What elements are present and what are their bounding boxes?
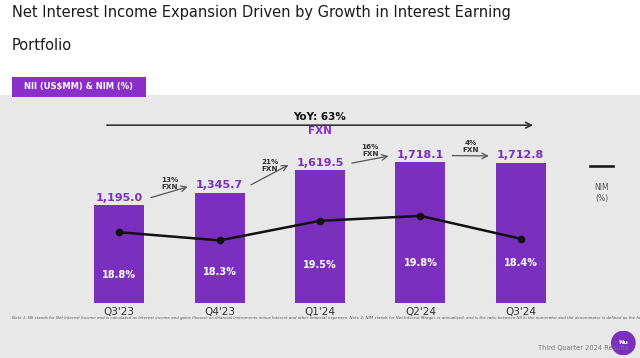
Text: 19.5%: 19.5%: [303, 261, 337, 270]
Text: 18.3%: 18.3%: [203, 267, 237, 277]
Text: 1,195.0: 1,195.0: [95, 193, 143, 203]
Text: 1,712.8: 1,712.8: [497, 150, 545, 160]
Text: 1,619.5: 1,619.5: [296, 158, 344, 168]
Text: NIM
(%): NIM (%): [595, 183, 609, 203]
Text: 1,345.7: 1,345.7: [196, 180, 243, 190]
Text: 13%
FXN: 13% FXN: [161, 177, 178, 190]
Text: Note 1: NII stands for Net Interest Income and is calculated as Interest income : Note 1: NII stands for Net Interest Inco…: [12, 316, 640, 320]
Bar: [496, 163, 546, 303]
Bar: [295, 170, 345, 303]
Text: 21%
FXN: 21% FXN: [261, 159, 278, 172]
Text: Portfolio: Portfolio: [12, 38, 72, 53]
Text: 1,718.1: 1,718.1: [397, 150, 444, 160]
Text: FXN: FXN: [308, 126, 332, 136]
Text: Net Interest Income Expansion Driven by Growth in Interest Earning: Net Interest Income Expansion Driven by …: [12, 5, 510, 20]
Text: 4%
FXN: 4% FXN: [462, 140, 479, 153]
Text: 18.4%: 18.4%: [504, 258, 538, 268]
Text: Third Quarter 2024 Results: Third Quarter 2024 Results: [538, 345, 628, 351]
Text: 18.8%: 18.8%: [102, 270, 136, 280]
Text: NII (US$MM) & NIM (%): NII (US$MM) & NIM (%): [24, 82, 133, 91]
Circle shape: [612, 331, 635, 355]
Text: Nu: Nu: [618, 340, 628, 345]
Bar: [396, 162, 445, 303]
Bar: [94, 205, 144, 303]
Text: 16%
FXN: 16% FXN: [362, 144, 379, 157]
Bar: [195, 193, 244, 303]
Text: 19.8%: 19.8%: [403, 258, 437, 268]
Text: YoY: 63%: YoY: 63%: [294, 111, 346, 121]
